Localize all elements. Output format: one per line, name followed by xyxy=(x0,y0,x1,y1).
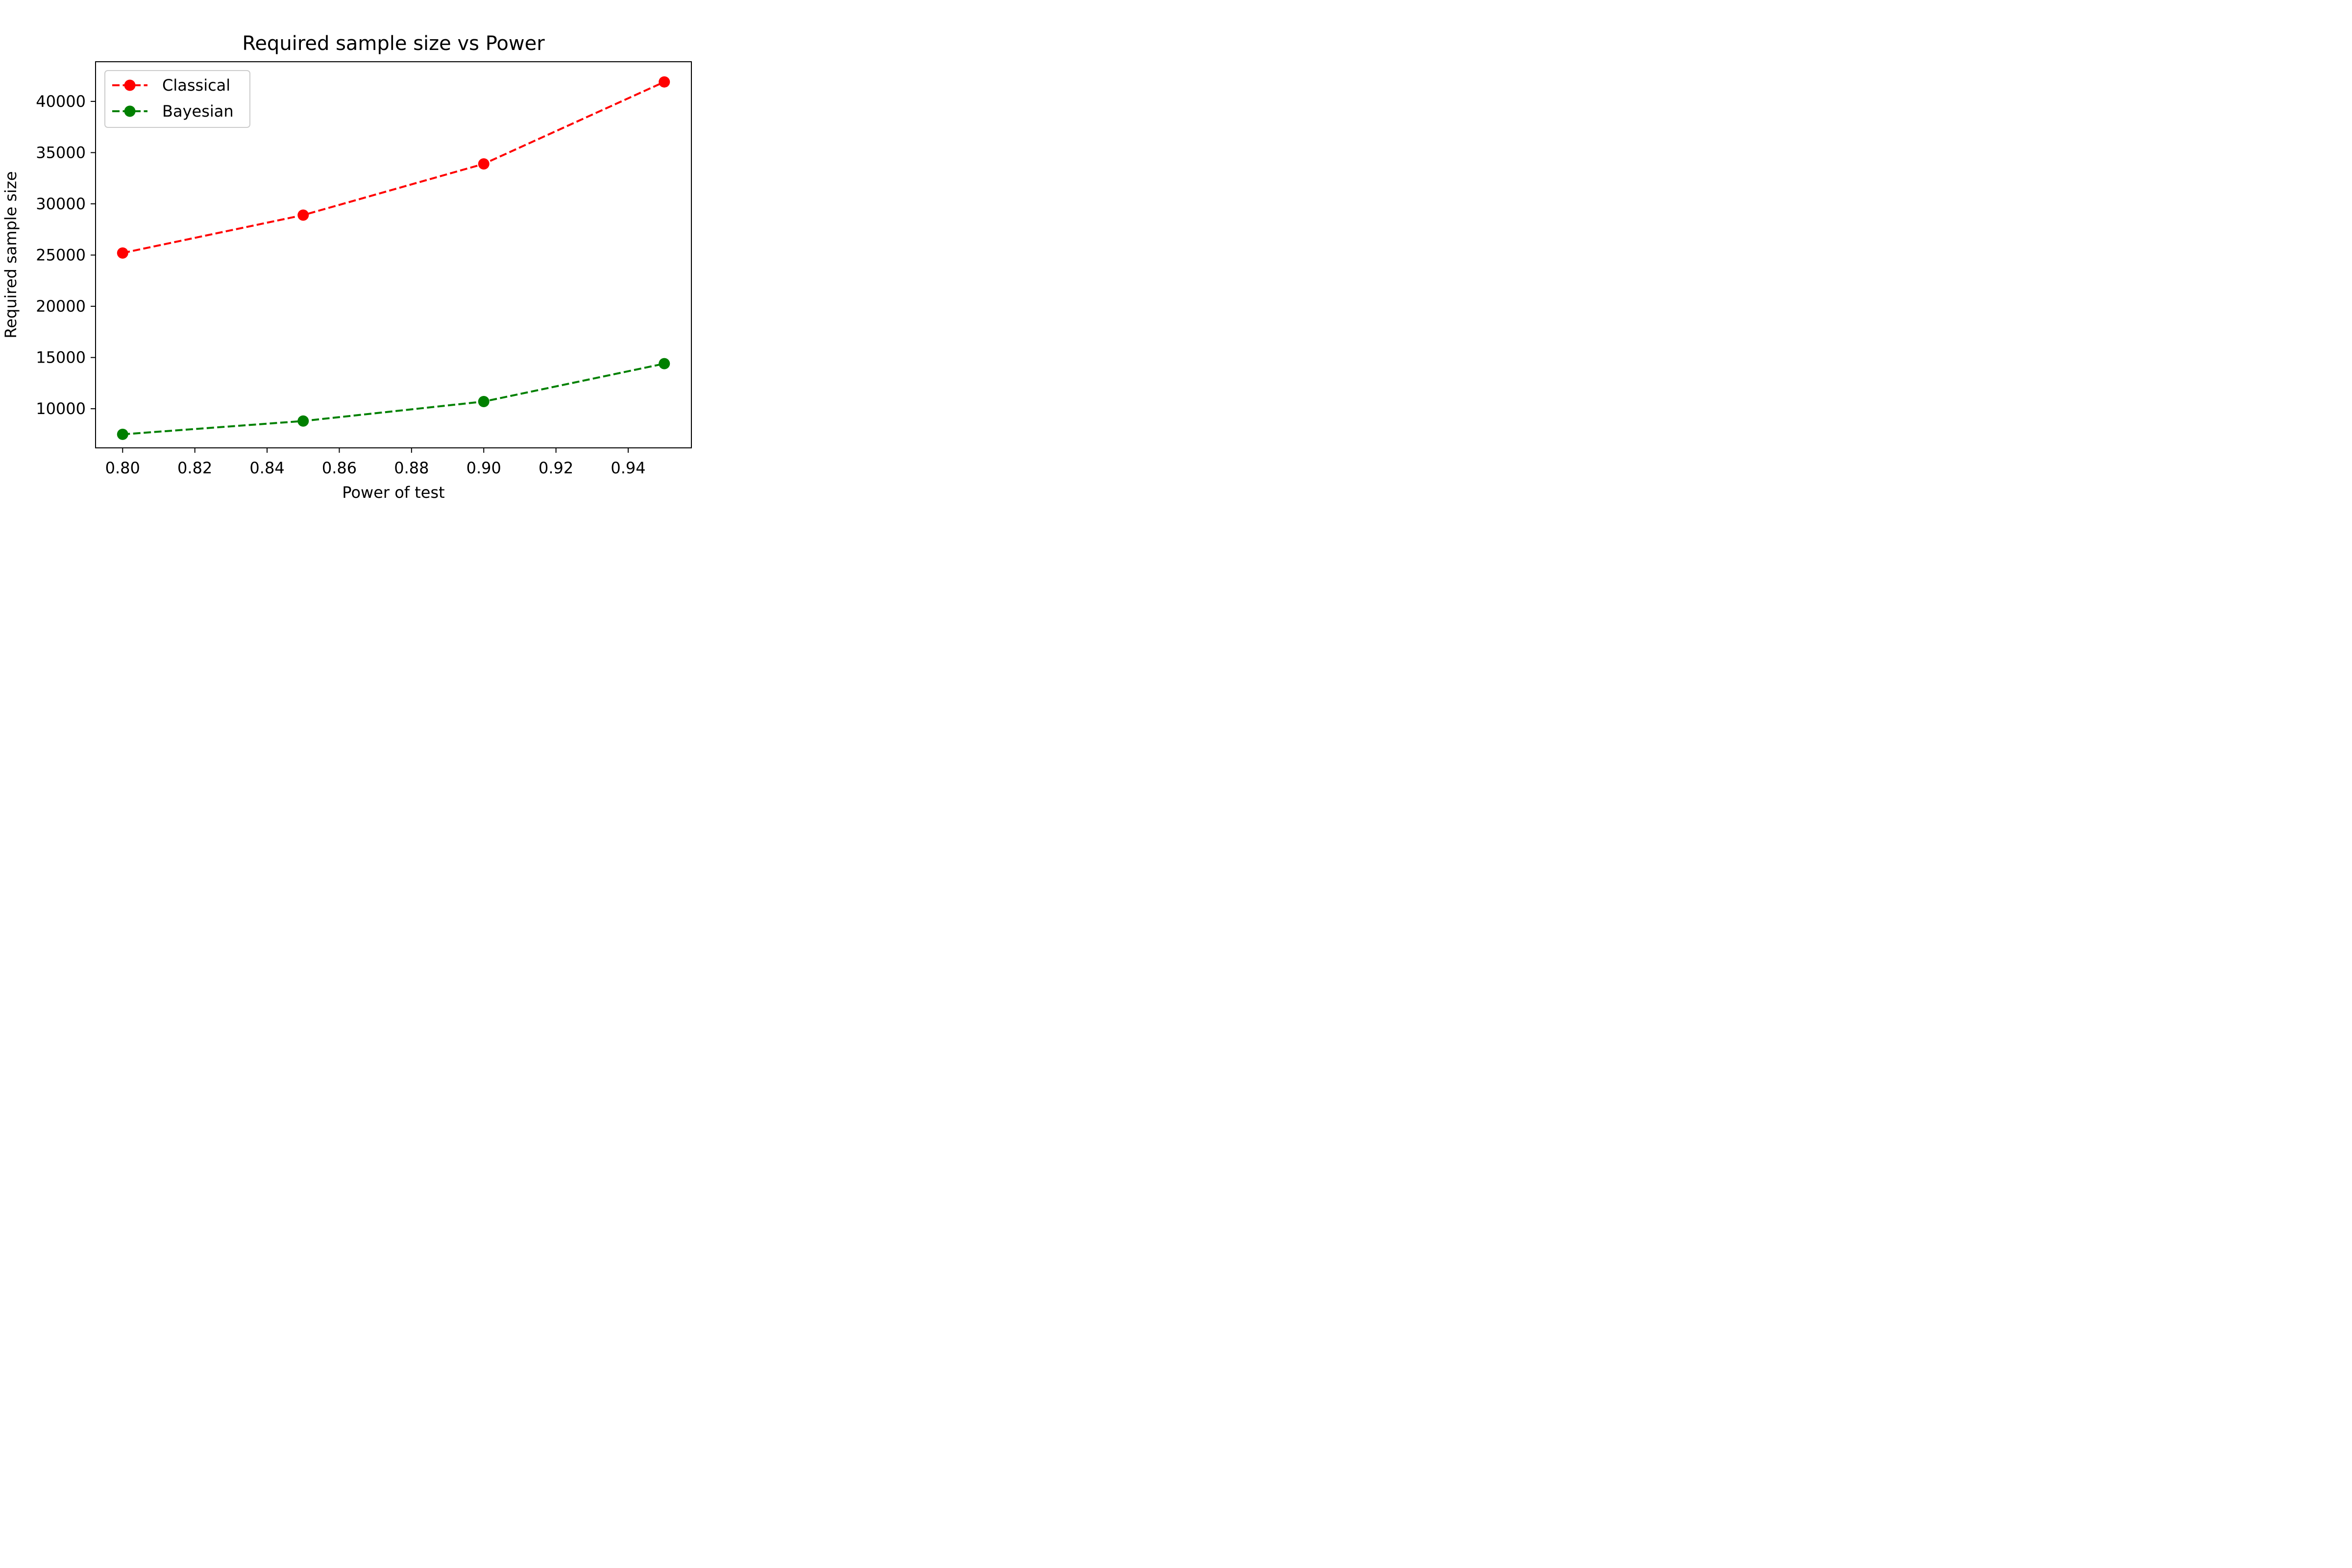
y-tick-label: 35000 xyxy=(36,143,86,162)
y-tick-label: 15000 xyxy=(36,348,86,367)
y-tick-label: 20000 xyxy=(36,297,86,316)
legend-marker-bayesian xyxy=(124,105,136,117)
x-tick-label: 0.84 xyxy=(249,459,284,477)
x-tick-label: 0.88 xyxy=(394,459,429,477)
data-point-bayesian xyxy=(659,358,670,369)
y-tick-label: 30000 xyxy=(36,195,86,213)
y-tick-label: 10000 xyxy=(36,399,86,418)
y-axis: 10000 15000 20000 25000 30000 35000 40000 xyxy=(36,92,96,418)
legend-marker-classical xyxy=(124,79,136,91)
data-point-classical xyxy=(117,247,128,259)
legend-label-classical: Classical xyxy=(162,76,230,95)
data-point-classical xyxy=(659,76,670,88)
series-line-bayesian xyxy=(122,363,665,436)
x-tick-label: 0.94 xyxy=(611,459,645,477)
legend: Classical Bayesian xyxy=(104,70,250,128)
x-tick-label: 0.90 xyxy=(466,459,501,477)
legend-label-bayesian: Bayesian xyxy=(162,102,234,121)
legend-box xyxy=(104,70,250,128)
data-point-bayesian xyxy=(297,415,309,427)
x-tick-label: 0.80 xyxy=(105,459,140,477)
legend-entries: Classical Bayesian xyxy=(112,76,234,121)
y-tick-label: 40000 xyxy=(36,92,86,111)
data-point-classical xyxy=(297,209,309,221)
x-tick-label: 0.82 xyxy=(177,459,212,477)
x-tick-label: 0.92 xyxy=(539,459,573,477)
chart-title: Required sample size vs Power xyxy=(242,32,545,55)
data-point-bayesian xyxy=(117,428,128,440)
y-axis-label: Required sample size xyxy=(1,171,20,338)
y-tick-label: 25000 xyxy=(36,246,86,265)
series-layer xyxy=(117,76,670,440)
data-point-bayesian xyxy=(478,395,490,407)
x-axis: 0.80 0.82 0.84 0.86 0.88 0.90 0.92 0.94 xyxy=(105,448,646,477)
series-line-classical xyxy=(122,81,665,254)
data-point-classical xyxy=(478,158,490,170)
line-chart: Required sample size vs Power 0.80 0.82 0.… xyxy=(0,0,757,514)
x-axis-label: Power of test xyxy=(342,483,444,502)
x-tick-label: 0.86 xyxy=(322,459,357,477)
